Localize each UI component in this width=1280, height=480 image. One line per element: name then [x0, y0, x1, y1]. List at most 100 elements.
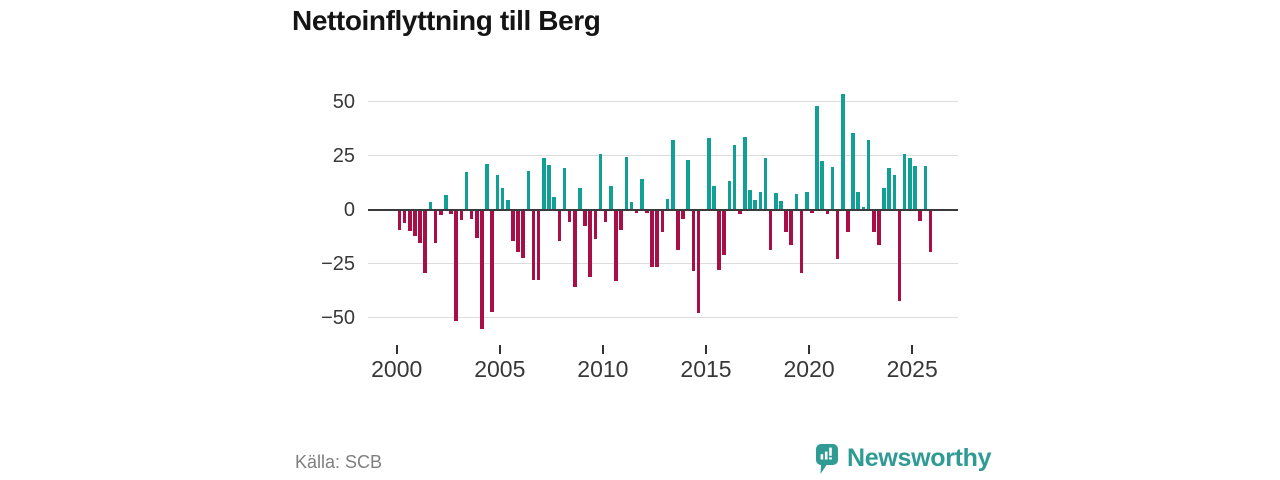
bar — [423, 210, 428, 274]
bar — [856, 192, 861, 210]
plot-area: 2000 2005 2010 2015 2020 2025 — [368, 85, 960, 382]
bar — [676, 210, 680, 251]
bar — [547, 165, 551, 210]
source-note: Källa: SCB — [295, 452, 383, 472]
bar — [851, 132, 855, 210]
bar — [562, 168, 567, 210]
bar — [825, 210, 830, 214]
bar — [572, 210, 577, 288]
bar — [717, 210, 721, 270]
bar — [779, 200, 783, 210]
bar — [511, 210, 515, 241]
x-tick — [395, 345, 398, 354]
bar — [804, 192, 809, 210]
bar — [469, 210, 474, 220]
x-tick — [498, 345, 501, 354]
bar — [763, 157, 768, 210]
bar — [408, 210, 412, 232]
bar — [645, 210, 649, 213]
bar — [712, 185, 716, 210]
bar — [588, 210, 593, 278]
bar — [882, 187, 886, 210]
bar — [841, 93, 845, 210]
y-tick-label: −50 — [321, 306, 355, 329]
x-tick — [911, 345, 914, 354]
bar — [449, 210, 453, 214]
bar — [598, 154, 603, 210]
bar — [784, 210, 788, 233]
bar — [444, 195, 448, 210]
bar — [552, 196, 556, 210]
bar — [516, 210, 520, 252]
bar — [681, 210, 685, 220]
bar — [691, 210, 696, 271]
bar — [490, 210, 495, 313]
bar — [686, 159, 690, 210]
bar — [660, 210, 665, 233]
bar — [542, 157, 546, 210]
bar — [696, 210, 701, 314]
bar — [454, 210, 458, 321]
bar — [639, 179, 644, 210]
bar — [464, 171, 469, 210]
y-tick-label: 50 — [332, 90, 355, 113]
bar — [609, 185, 613, 210]
bar — [665, 198, 670, 210]
bar — [789, 210, 794, 246]
bar — [614, 210, 618, 281]
y-tick-label: 0 — [343, 198, 355, 221]
bar — [397, 210, 402, 230]
bar — [835, 210, 840, 260]
bar — [500, 187, 505, 210]
bar — [748, 190, 752, 210]
bar — [794, 194, 799, 210]
bar — [722, 210, 727, 255]
bar — [557, 210, 562, 241]
x-tick-label: 2025 — [886, 356, 938, 382]
x-tick — [808, 345, 811, 354]
bar — [753, 199, 757, 210]
bar — [846, 210, 850, 233]
bar — [634, 210, 639, 213]
x-tick — [601, 345, 604, 354]
bar — [902, 154, 907, 210]
x-tick-label: 2010 — [577, 356, 629, 382]
bar — [913, 166, 917, 210]
bar — [871, 210, 876, 233]
bar — [892, 174, 897, 210]
bar — [402, 210, 407, 224]
bar — [603, 210, 608, 223]
bar — [918, 210, 922, 222]
bar — [897, 210, 902, 302]
bar — [877, 210, 881, 246]
bar — [428, 201, 433, 210]
gridline — [368, 154, 958, 157]
bar — [583, 210, 587, 226]
bar — [727, 181, 732, 210]
bar — [629, 201, 634, 210]
x-tick-label: 2020 — [783, 356, 835, 382]
bar — [619, 210, 623, 230]
bar — [774, 193, 778, 210]
bar — [861, 207, 866, 210]
bar — [578, 187, 582, 210]
y-axis-labels: 50 25 0 −25 −50 — [278, 85, 355, 377]
bar — [908, 157, 912, 210]
bar — [732, 144, 737, 210]
bar — [815, 105, 819, 210]
x-tick-label: 2005 — [474, 356, 526, 382]
bar — [526, 170, 531, 210]
gridline — [368, 316, 958, 319]
x-tick — [705, 345, 707, 354]
bar — [707, 138, 711, 210]
bar — [418, 210, 422, 243]
bar — [495, 174, 500, 210]
bar — [624, 156, 629, 210]
bar — [485, 164, 489, 210]
gridline — [368, 262, 958, 265]
bar — [887, 168, 892, 210]
bar — [593, 210, 598, 239]
bar — [670, 140, 675, 210]
bar — [820, 160, 824, 210]
